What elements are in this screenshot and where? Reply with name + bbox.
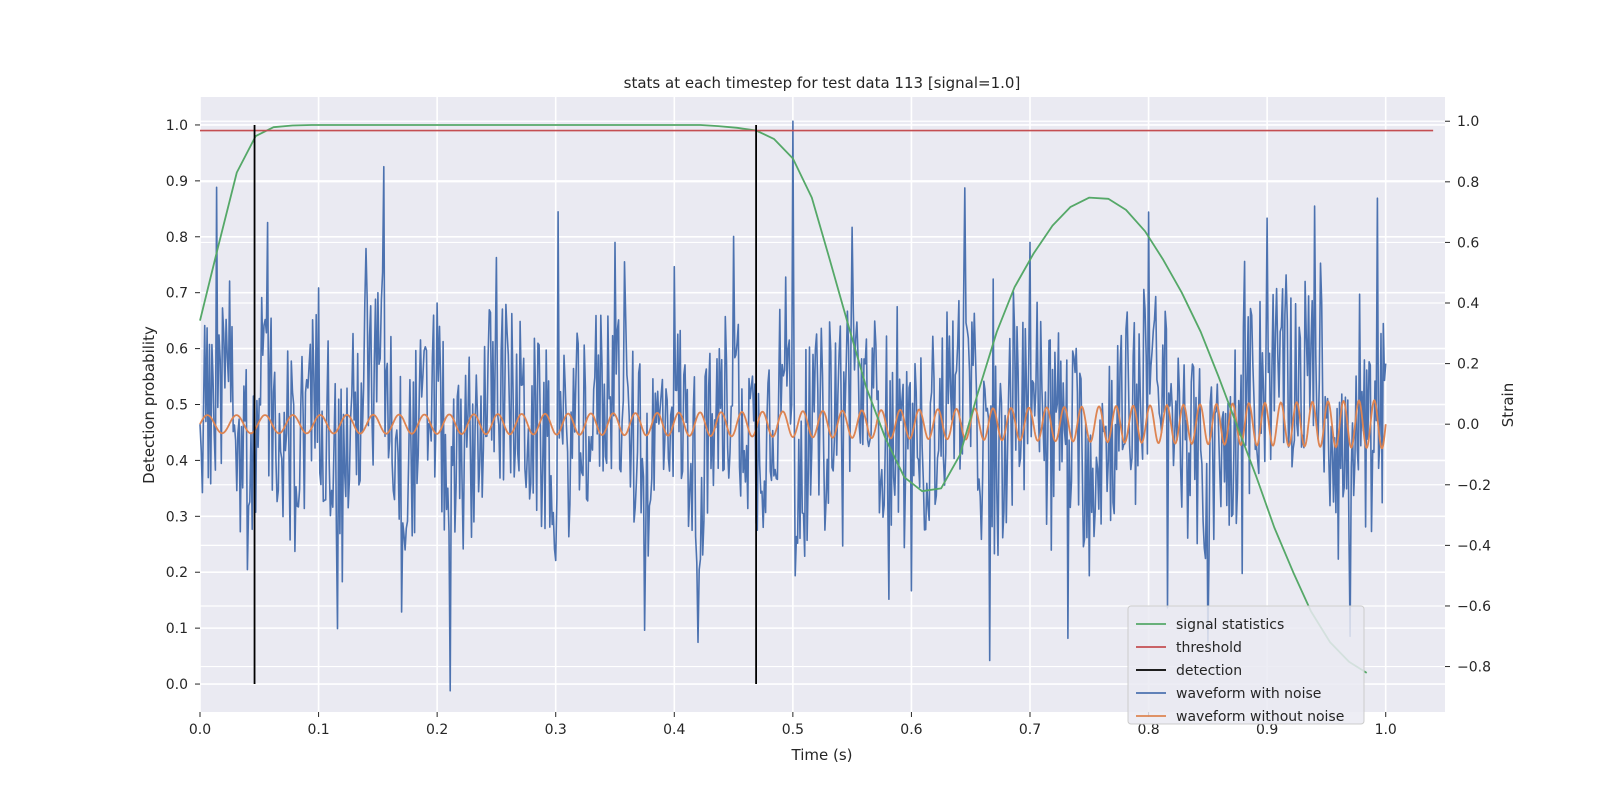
y-tick-label: 0.0 — [166, 677, 188, 693]
series-signal-statistics — [199, 124, 1368, 674]
y-right-tick-label: −0.4 — [1457, 538, 1491, 554]
y-tick-label: 0.2 — [166, 565, 188, 581]
y-right-tick-label: −0.6 — [1457, 599, 1491, 615]
legend-label: waveform with noise — [1176, 686, 1321, 702]
ticks: 0.0 0.1 0.2 0.3 0.4 0.5 0.6 0.7 0.8 0.9 1.0 0.0 0.1 0… — [166, 114, 1491, 738]
y-tick-label: 0.5 — [166, 398, 188, 414]
y-right-tick-label: 0.0 — [1457, 417, 1479, 433]
legend-label: threshold — [1176, 640, 1242, 656]
y-tick-label: 0.3 — [166, 509, 188, 525]
legend-label: detection — [1176, 663, 1242, 679]
series-layer — [199, 120, 1434, 692]
x-tick-label: 0.0 — [189, 722, 211, 738]
series-waveform-with-noise — [199, 120, 1387, 692]
y-right-axis-label: Strain — [1499, 383, 1517, 427]
x-tick-label: 0.9 — [1256, 722, 1278, 738]
x-tick-label: 0.8 — [1137, 722, 1159, 738]
y-right-tick-label: 0.2 — [1457, 357, 1479, 373]
y-right-tick-label: 0.6 — [1457, 235, 1479, 251]
x-tick-label: 1.0 — [1375, 722, 1397, 738]
y-tick-label: 0.8 — [166, 230, 188, 246]
x-tick-label: 0.2 — [426, 722, 448, 738]
y-tick-label: 0.1 — [166, 621, 188, 637]
legend-label: waveform without noise — [1176, 709, 1344, 725]
x-tick-label: 0.5 — [782, 722, 804, 738]
series-waveform-without-noise — [199, 399, 1387, 450]
y-right-tick-label: 0.4 — [1457, 296, 1479, 312]
y-tick-label: 0.7 — [166, 286, 188, 302]
x-tick-label: 0.7 — [1019, 722, 1041, 738]
y-right-tick-label: −0.2 — [1457, 478, 1491, 494]
y-right-tick-label: 0.8 — [1457, 175, 1479, 191]
y-tick-label: 1.0 — [166, 118, 188, 134]
y-axis-label: Detection probability — [140, 326, 158, 484]
y-right-tick-label: 1.0 — [1457, 114, 1479, 130]
legend-label: signal statistics — [1176, 617, 1284, 633]
x-axis-label: Time (s) — [791, 746, 853, 764]
x-tick-label: 0.6 — [900, 722, 922, 738]
x-tick-label: 0.1 — [307, 722, 329, 738]
x-tick-label: 0.4 — [663, 722, 685, 738]
y-right-tick-label: −0.8 — [1457, 660, 1491, 676]
legend: signal statistics threshold detection wavef… — [1127, 605, 1365, 725]
x-tick-label: 0.3 — [545, 722, 567, 738]
chart-title: stats at each timestep for test data 113… — [624, 74, 1021, 92]
y-tick-label: 0.9 — [166, 174, 188, 190]
legend-box — [1127, 605, 1365, 725]
y-tick-label: 0.6 — [166, 342, 188, 358]
y-tick-label: 0.4 — [166, 453, 188, 469]
